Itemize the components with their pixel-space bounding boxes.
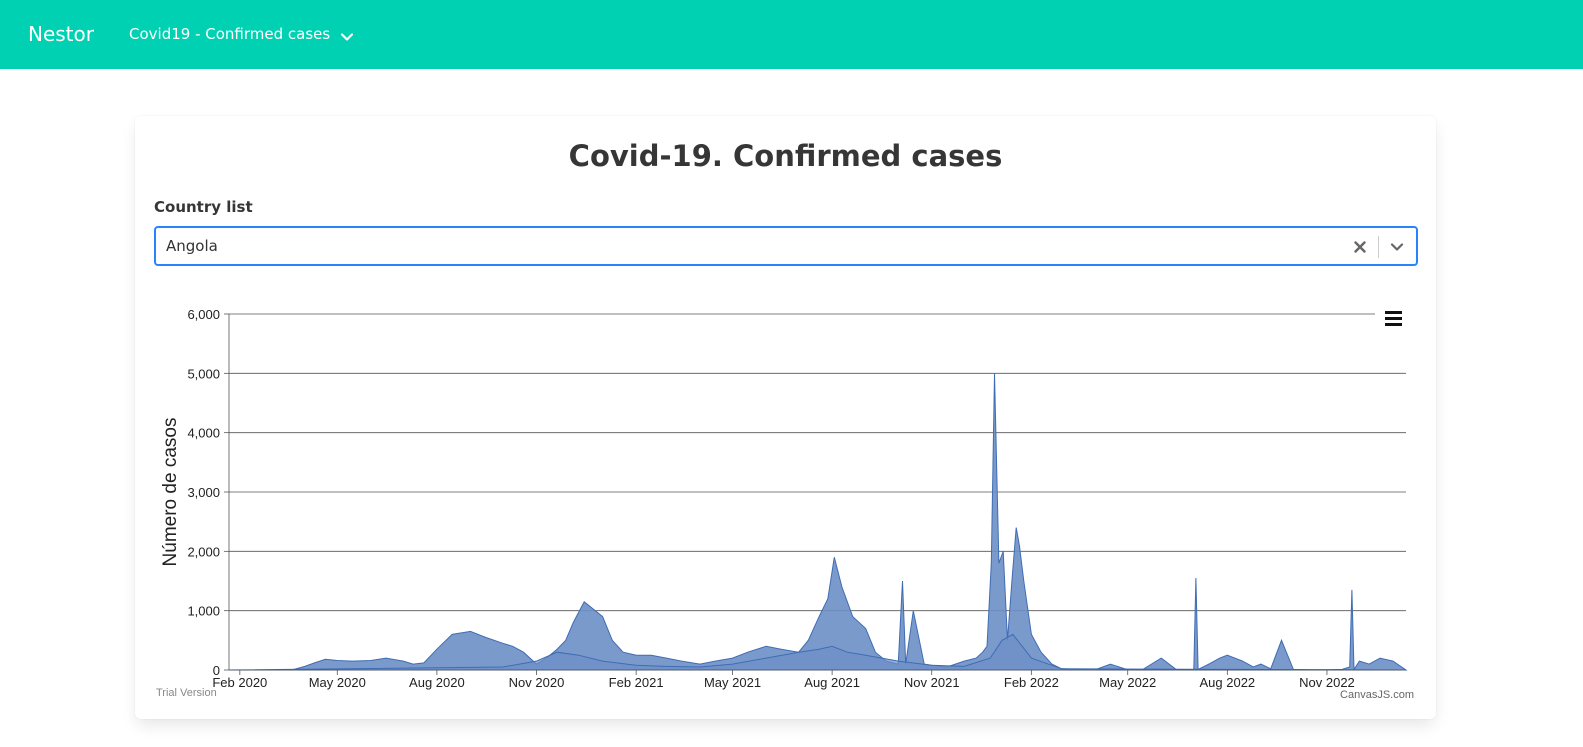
y-tick-label: 0 (213, 663, 220, 678)
y-tick-label: 2,000 (187, 544, 220, 559)
x-tick-label: Feb 2021 (609, 675, 664, 690)
y-tick-label: 1,000 (187, 604, 220, 619)
navbar: Nestor Covid19 - Confirmed cases (0, 0, 1583, 69)
x-tick-label: Nov 2021 (904, 675, 960, 690)
x-tick-label: May 2020 (309, 675, 366, 690)
y-tick-label: 4,000 (187, 426, 220, 441)
country-list-label: Country list (154, 198, 253, 216)
y-tick-label: 3,000 (187, 485, 220, 500)
x-tick-label: Aug 2020 (409, 675, 465, 690)
hamburger-menu-icon[interactable] (1385, 311, 1402, 326)
brand-link[interactable]: Nestor (28, 22, 94, 46)
cases-chart: 0 1,000 2,000 3,000 4,000 5,000 6,000 Feb 2020 M… (150, 296, 1420, 708)
country-select-value: Angola (166, 237, 218, 255)
nav-dropdown-covid19[interactable]: Covid19 - Confirmed cases (129, 22, 354, 46)
x-tick-label: Feb 2020 (212, 675, 267, 690)
x-tick-label: Aug 2022 (1200, 675, 1256, 690)
x-tick-label: Nov 2020 (509, 675, 565, 690)
x-tick-label: Feb 2022 (1004, 675, 1059, 690)
series-area-1 (229, 373, 1408, 672)
page-title: Covid-19. Confirmed cases (568, 139, 1003, 173)
chevron-down-icon (340, 27, 354, 41)
x-tick-label: Aug 2021 (804, 675, 860, 690)
x-tick-label: Nov 2022 (1299, 675, 1355, 690)
nav-dropdown-label: Covid19 - Confirmed cases (129, 25, 331, 43)
series-area-2 (228, 633, 1407, 671)
x-tick-label: May 2021 (704, 675, 761, 690)
close-icon[interactable] (1350, 237, 1370, 257)
y-tick-label: 5,000 (187, 366, 220, 381)
y-axis-title: Número de casos (160, 418, 181, 567)
canvasjs-credit: CanvasJS.com (1340, 689, 1414, 701)
chevron-down-icon[interactable] (1387, 237, 1407, 257)
cases-chart-svg: 0 1,000 2,000 3,000 4,000 5,000 6,000 Feb 2020 M… (156, 307, 1414, 701)
y-tick-label: 6,000 (187, 307, 220, 322)
x-tick-label: May 2022 (1099, 675, 1156, 690)
chart-card: Covid-19. Confirmed cases Country list A… (135, 116, 1436, 719)
country-select[interactable]: Angola (154, 226, 1418, 266)
trial-version-label: Trial Version (156, 687, 217, 699)
select-separator (1378, 236, 1379, 258)
